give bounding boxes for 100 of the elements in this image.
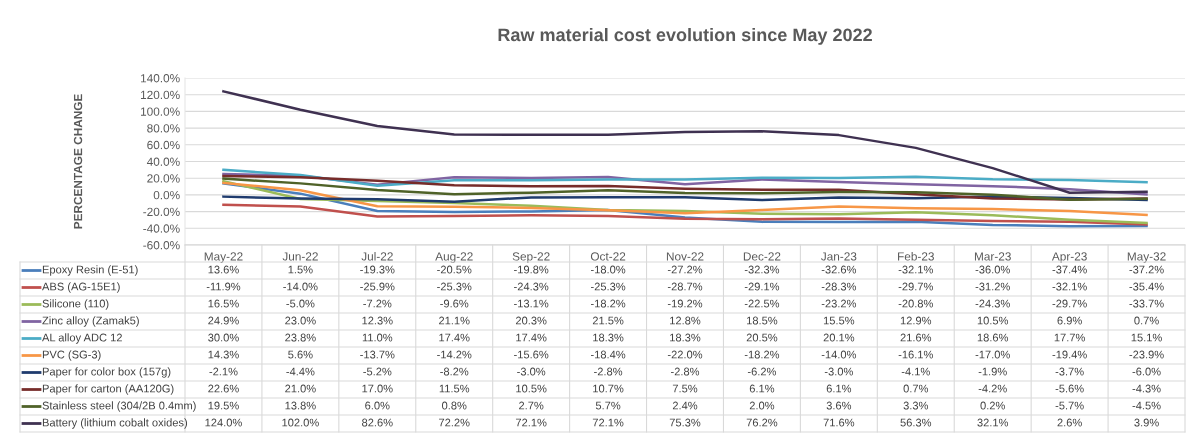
y-tick-label: 120.0% bbox=[141, 90, 180, 100]
data-label: 12.9% bbox=[900, 316, 932, 325]
data-label: 21.6% bbox=[900, 333, 932, 342]
data-label: 0.2% bbox=[980, 401, 1005, 410]
data-label: 5.7% bbox=[595, 401, 621, 410]
x-tick-label: Sep-22 bbox=[512, 252, 550, 263]
data-label: 17.4% bbox=[516, 333, 547, 342]
data-label: -6.2% bbox=[747, 367, 777, 376]
data-label: -9.6% bbox=[440, 299, 469, 308]
y-tick-label: 0.0% bbox=[153, 190, 180, 200]
line-series bbox=[222, 90, 1148, 194]
data-label: -4.1% bbox=[901, 367, 930, 376]
x-tick-label: Aug-22 bbox=[435, 252, 473, 263]
data-label: -5.0% bbox=[286, 299, 315, 308]
data-label: 3.3% bbox=[903, 401, 929, 410]
data-label: -11.9% bbox=[206, 282, 241, 291]
data-label: -23.9% bbox=[1129, 350, 1164, 359]
data-label: -36.0% bbox=[975, 265, 1010, 274]
legend-label: AL alloy ADC 12 bbox=[42, 333, 122, 344]
data-label: -20.5% bbox=[437, 265, 472, 274]
data-label: -32.3% bbox=[744, 265, 780, 274]
x-tick-label: May-22 bbox=[204, 252, 243, 263]
data-label: -22.5% bbox=[744, 299, 780, 308]
data-label: -37.2% bbox=[1129, 265, 1164, 274]
line-series bbox=[222, 181, 1148, 217]
data-label: 0.7% bbox=[903, 384, 929, 393]
x-tick-label: Dec-22 bbox=[743, 252, 781, 261]
data-label: 6.1% bbox=[826, 384, 852, 393]
line-series bbox=[222, 203, 1148, 226]
data-label: 21.5% bbox=[592, 316, 624, 325]
data-label: 2.6% bbox=[1057, 418, 1082, 427]
data-label: -22.0% bbox=[667, 350, 703, 359]
data-label: 18.3% bbox=[670, 333, 701, 342]
legend-label: Battery (lithium cobalt oxides) bbox=[42, 418, 188, 429]
data-label: -13.7% bbox=[360, 350, 395, 359]
x-tick-label: May-32 bbox=[1127, 252, 1166, 263]
data-label: -3.0% bbox=[824, 367, 853, 376]
legend-label: Silicone (110) bbox=[42, 299, 109, 310]
y-tick-label: -60.0% bbox=[143, 241, 180, 250]
y-tick-label: 80.0% bbox=[147, 124, 180, 133]
data-label: 71.6% bbox=[823, 418, 855, 427]
y-tick-label: -40.0% bbox=[143, 224, 180, 233]
data-label: -16.1% bbox=[898, 350, 933, 359]
data-label: 5.6% bbox=[288, 350, 313, 359]
data-label: 2.7% bbox=[519, 401, 544, 410]
data-label: 21.1% bbox=[439, 316, 470, 325]
data-label: -28.7% bbox=[667, 282, 703, 291]
y-tick-label: -20.0% bbox=[143, 207, 180, 216]
data-label: 3.6% bbox=[826, 401, 852, 410]
legend-label: Paper for carton (AA120G) bbox=[42, 384, 174, 395]
data-label: 10.5% bbox=[516, 384, 547, 393]
y-tick-label: 140.0% bbox=[141, 74, 180, 83]
data-label: 3.9% bbox=[1134, 418, 1159, 427]
line-series bbox=[222, 168, 1148, 187]
data-label: -2.1% bbox=[209, 367, 238, 376]
legend-label: PVC (SG-3) bbox=[42, 350, 101, 361]
data-label: 16.5% bbox=[208, 299, 239, 308]
data-label: 32.1% bbox=[977, 418, 1009, 427]
data-label: 10.5% bbox=[977, 316, 1009, 325]
data-label: 20.1% bbox=[823, 333, 855, 342]
data-label: -19.2% bbox=[667, 299, 703, 308]
data-label: -7.2% bbox=[363, 299, 392, 308]
data-label: 11.5% bbox=[439, 384, 470, 393]
data-label: 23.8% bbox=[285, 333, 316, 342]
data-label: 0.7% bbox=[1134, 316, 1159, 325]
data-label: -1.9% bbox=[978, 367, 1007, 376]
data-label: -19.8% bbox=[514, 265, 549, 274]
legend-label: Zinc alloy (Zamak5) bbox=[42, 316, 139, 327]
x-tick-label: Jul-22 bbox=[361, 251, 393, 261]
data-label: -15.6% bbox=[514, 350, 549, 359]
data-label: -19.3% bbox=[360, 265, 395, 274]
data-label: 72.1% bbox=[592, 418, 624, 427]
x-tick-label: Jun-22 bbox=[282, 252, 318, 261]
legend-label: Epoxy Resin (E-51) bbox=[42, 265, 138, 276]
data-label: -35.4% bbox=[1129, 282, 1164, 291]
data-label: 1.5% bbox=[288, 265, 313, 274]
data-label: 56.3% bbox=[900, 418, 932, 427]
data-label: 6.9% bbox=[1057, 316, 1082, 325]
data-label: -18.2% bbox=[590, 299, 626, 308]
data-label: -5.2% bbox=[363, 367, 392, 376]
data-label: 10.7% bbox=[593, 384, 624, 393]
data-label: 18.6% bbox=[977, 333, 1009, 342]
data-label: 2.4% bbox=[672, 401, 698, 410]
data-label: 11.0% bbox=[362, 333, 393, 342]
data-label: -17.0% bbox=[975, 350, 1010, 359]
data-label: 19.5% bbox=[208, 401, 239, 410]
data-label: 20.3% bbox=[515, 316, 547, 325]
data-label: -2.8% bbox=[594, 367, 623, 376]
data-label: -3.7% bbox=[1055, 367, 1084, 376]
data-label: -5.6% bbox=[1055, 384, 1084, 393]
data-label: -29.1% bbox=[744, 282, 780, 291]
legend-label: Paper for color box (157g) bbox=[42, 367, 171, 378]
data-label: -33.7% bbox=[1129, 299, 1164, 308]
data-label: 12.3% bbox=[362, 316, 393, 325]
data-label: -37.4% bbox=[1052, 265, 1087, 274]
data-label: 17.4% bbox=[439, 333, 470, 342]
data-label: 2.0% bbox=[749, 401, 775, 410]
data-label: 6.0% bbox=[365, 401, 390, 410]
data-label: -29.7% bbox=[898, 282, 933, 291]
data-label: -28.3% bbox=[821, 282, 857, 291]
